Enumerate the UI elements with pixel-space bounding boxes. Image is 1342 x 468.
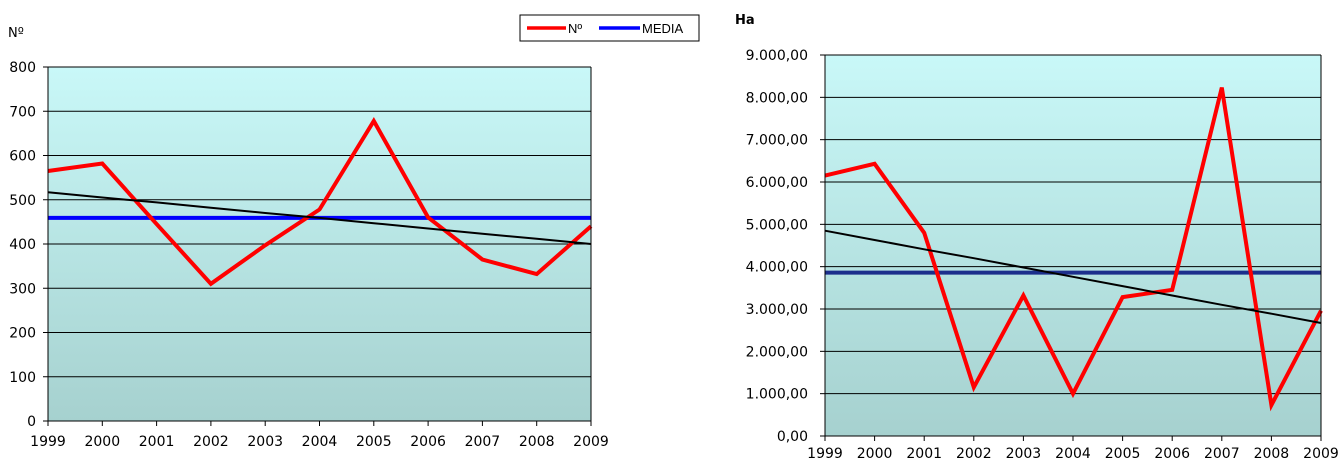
series-line-red [47,117,593,287]
x-tick-label: 2002 [193,434,229,450]
y-axis-label: Nº [8,26,24,41]
x-tick-label: 2008 [1254,446,1290,462]
y-tick-label: 700 [9,104,36,120]
legend: Nº MEDIA [519,14,700,42]
y-tick-label: 5.000,00 [746,217,808,233]
y-tick-label: 3.000,00 [746,302,808,318]
legend-label-n: Nº [568,21,582,36]
x-tick-label: 2005 [1105,446,1141,462]
y-tick-labels: 0 100 200 300 400 500 600 700 800 [9,60,36,430]
x-tick-label: 2001 [139,434,175,450]
x-tick-label: 2006 [410,434,446,450]
y-tick-label: 1.000,00 [746,387,808,403]
x-tick-label: 2000 [857,446,893,462]
y-tick-label: 2.000,00 [746,344,808,360]
x-tick-label: 2003 [247,434,283,450]
y-tick-label: 0,00 [777,429,808,445]
chart-hectares: 0,00 1.000,00 2.000,00 3.000,00 4.000,00 5.00… [735,13,1339,462]
x-tick-labels: 1999 2000 2001 2002 2003 2004 2005 2006 2007 2008… [30,434,609,450]
trend-line [824,229,1322,324]
y-tick-label: 200 [9,326,36,342]
x-tick-label: 2003 [1006,446,1042,462]
x-tick-label: 2005 [356,434,392,450]
axes [43,66,592,426]
y-tick-label: 800 [9,60,36,76]
x-tick-label: 2007 [1204,446,1240,462]
y-tick-label: 300 [9,281,36,297]
x-tick-label: 1999 [30,434,66,450]
x-tick-label: 2000 [84,434,120,450]
x-tick-label: 2006 [1154,446,1190,462]
y-tick-label: 7.000,00 [746,133,808,149]
y-tick-label: 600 [9,149,36,165]
y-axis-label: Ha [735,13,755,28]
x-tick-label: 2009 [573,434,609,450]
y-tick-label: 9.000,00 [746,48,808,64]
series-line-red [824,87,1323,412]
x-tick-labels: 1999 2000 2001 2002 2003 2004 2005 2006 2007 2008… [807,446,1339,462]
y-tick-label: 500 [9,193,36,209]
x-tick-label: 2001 [906,446,942,462]
x-tick-label: 2007 [465,434,501,450]
y-tick-label: 4.000,00 [746,260,808,276]
y-tick-label: 8.000,00 [746,90,808,106]
x-tick-label: 1999 [807,446,843,462]
x-tick-label: 2008 [519,434,555,450]
x-tick-label: 2002 [956,446,992,462]
y-tick-label: 400 [9,237,36,253]
y-tick-label: 100 [9,370,36,386]
x-tick-label: 2004 [1055,446,1091,462]
axes [820,54,1322,441]
y-tick-label: 6.000,00 [746,175,808,191]
legend-label-media: MEDIA [642,21,684,36]
y-tick-label: 0 [27,414,36,430]
chart-count: 0 100 200 300 400 500 600 700 800 1999 2000 2001 20… [8,14,700,450]
x-tick-label: 2004 [302,434,338,450]
y-tick-labels: 0,00 1.000,00 2.000,00 3.000,00 4.000,00 5.00… [746,48,808,445]
x-tick-label: 2009 [1303,446,1339,462]
series-group [824,87,1323,412]
trend-line [47,191,592,245]
series-group [47,117,593,287]
